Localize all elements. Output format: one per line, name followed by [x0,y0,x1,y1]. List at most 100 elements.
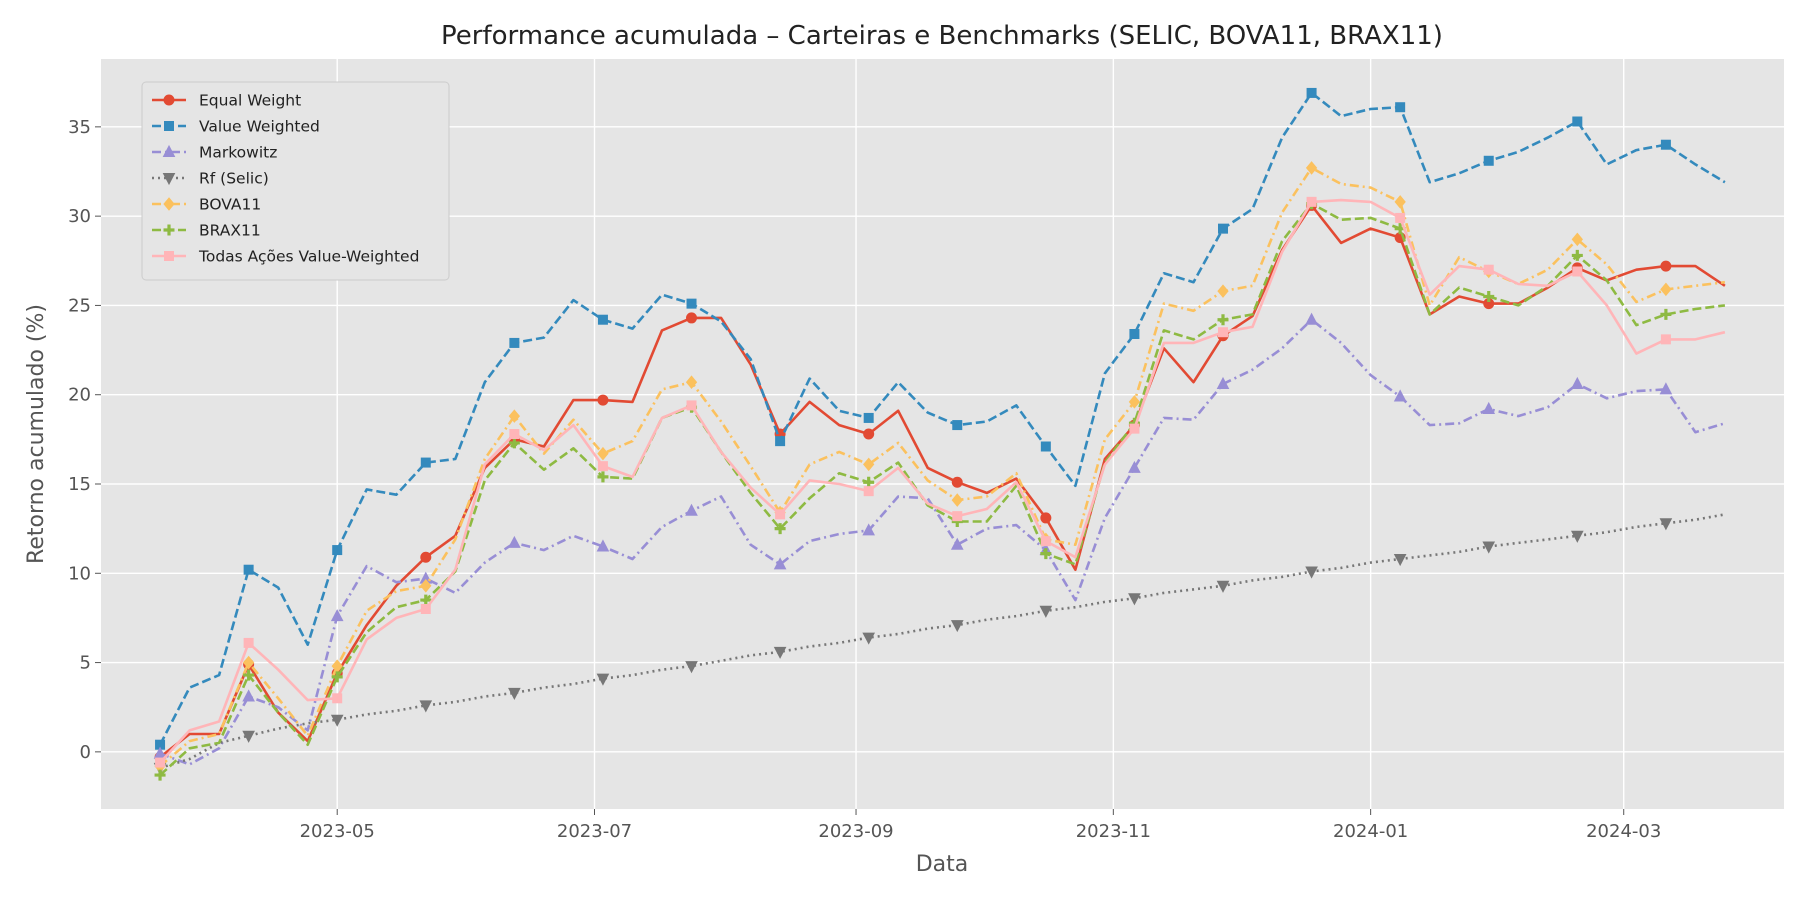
data-point [1040,536,1051,547]
chart-title: Performance acumulada – Carteiras e Benc… [441,21,1443,51]
series-1 [155,87,1726,750]
data-point [952,511,963,522]
legend-label: Rf (Selic) [199,170,269,188]
data-point [774,523,786,535]
series-line [158,91,1726,746]
legend-marker [162,173,176,186]
legend-item: Value Weighted [152,118,320,136]
data-point [509,429,520,439]
legend-marker [164,121,174,131]
series-line [159,204,1726,759]
data-point [1216,376,1230,389]
y-tick-label: 5 [80,653,91,674]
data-point [1040,548,1052,560]
y-axis: 0 5 10 15 20 25 30 35 [68,117,101,763]
data-point [597,394,609,406]
legend-item: BRAX11 [152,222,261,240]
data-point [1571,249,1583,261]
series-line [159,202,1726,777]
data-point [420,604,431,614]
data-point [242,730,255,743]
data-point [1572,116,1583,127]
data-point [775,436,786,447]
data-point [863,457,875,472]
data-point [950,620,964,633]
data-point [685,375,698,389]
y-tick-label: 0 [80,742,91,763]
data-point [242,655,255,670]
x-tick-label: 2023-07 [557,821,632,842]
data-point [508,409,521,423]
legend-label: Equal Weight [199,92,301,110]
legend-marker [163,224,175,236]
data-point [508,535,521,548]
data-point [420,457,431,468]
data-point [243,564,254,575]
data-point [1217,314,1229,326]
data-point [420,551,432,563]
data-point [596,539,610,552]
y-tick-label: 20 [68,385,91,406]
legend-label: BRAX11 [199,222,261,240]
data-point [951,476,963,488]
legend-label: BOVA11 [199,196,261,214]
data-point [597,446,609,461]
legend-label: Value Weighted [199,118,320,136]
y-tick-label: 10 [68,563,91,584]
data-point [686,298,697,309]
data-point [1218,223,1228,234]
legend-marker [163,94,175,106]
data-point [1483,291,1495,302]
data-point [686,400,697,411]
data-point [951,493,963,507]
data-point [332,545,343,556]
data-point [1572,266,1583,277]
y-tick-label: 35 [68,117,91,138]
data-point [1395,102,1406,113]
data-point [1659,518,1673,531]
legend-label: Markowitz [199,144,277,162]
data-point [773,557,787,570]
data-point [1659,382,1673,395]
legend-item: Todas Ações Value-Weighted [152,248,419,266]
data-point [1218,327,1228,338]
legend-box [141,81,450,281]
data-point [331,671,343,683]
data-point [508,687,521,701]
data-point [1039,605,1053,618]
y-tick-label: 15 [68,474,91,495]
data-point [332,693,343,704]
data-point [863,428,875,440]
data-point [154,769,166,781]
data-point [862,632,876,645]
data-point [1570,530,1584,543]
data-point [1394,195,1406,209]
data-point [950,537,964,550]
x-tick-label: 2024-03 [1586,821,1661,842]
data-point [686,312,698,324]
data-point [863,486,874,497]
data-point [1040,441,1051,452]
data-point [1129,423,1140,434]
y-tick-label: 30 [68,206,91,227]
data-point [1217,284,1229,298]
data-point [1570,376,1584,389]
data-point [420,594,432,606]
legend-item: Equal Weight [152,92,301,110]
data-point [155,757,166,768]
legend-item: Rf (Selic) [152,170,269,188]
data-point [1395,212,1406,223]
series-line [159,166,1726,768]
data-point [1660,308,1672,320]
data-point [775,509,786,520]
data-point [862,523,876,536]
x-tick-label: 2024-01 [1333,821,1408,842]
data-point [1571,232,1583,247]
data-point [863,412,874,423]
data-point [1660,334,1671,345]
data-point [420,579,432,593]
data-point [952,420,963,431]
x-tick-label: 2023-09 [818,821,893,842]
grid [101,59,1784,809]
legend-marker [162,144,176,157]
